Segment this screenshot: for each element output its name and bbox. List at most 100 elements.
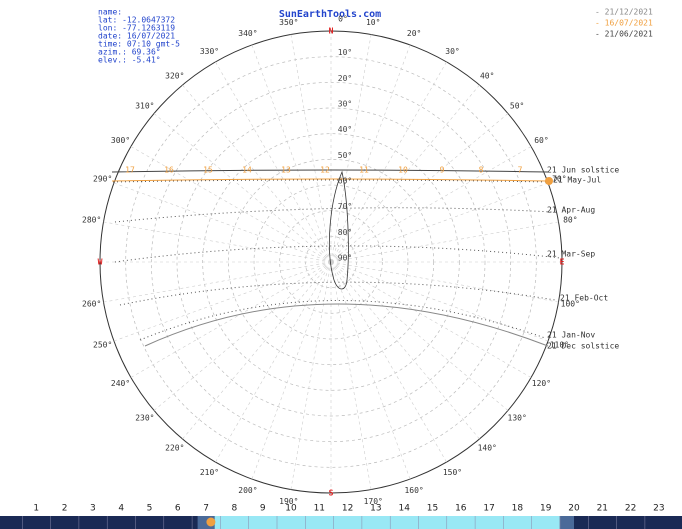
azimuth-label: 40° (480, 71, 494, 80)
azimuth-label: 230° (135, 414, 154, 423)
azimuth-label: 220° (165, 444, 184, 453)
info-line: name: (98, 8, 122, 17)
azimuth-label: 150° (443, 468, 462, 477)
azimuth-line (330, 221, 559, 263)
azimuth-line (330, 182, 549, 263)
azimuth-line (182, 84, 332, 263)
azimuth-label: 330° (200, 47, 219, 56)
azimuth-line (330, 261, 532, 378)
hour-number: 6 (175, 504, 181, 514)
elevation-ring (279, 210, 383, 314)
curve-label: 21 Jan-Nov (547, 331, 595, 340)
day-bar (214, 516, 560, 529)
hour-number: 18 (512, 504, 524, 514)
current-time (206, 517, 216, 527)
curve (139, 300, 546, 341)
hour-number: 17 (483, 504, 494, 514)
azimuth-line (182, 261, 332, 440)
azimuth-label: 130° (508, 414, 527, 423)
hour-label: 14 (242, 166, 252, 175)
azimuth-line (153, 261, 332, 411)
azimuth-label: 250° (93, 341, 112, 350)
azimuth-label: 110° (550, 341, 569, 350)
hour-label: 7 (518, 166, 523, 175)
azimuth-line (330, 261, 549, 342)
azimuth-line (130, 146, 332, 263)
azimuth-label: 20° (407, 29, 421, 38)
azimuth-label: 100° (561, 300, 580, 309)
azimuth-line (215, 261, 332, 463)
azimuth-label: 350° (279, 18, 298, 27)
hour-number: 14 (398, 504, 410, 514)
hour-label: 17 (125, 166, 135, 175)
info-line: azim.: 69.36° (98, 48, 161, 57)
azimuth-label: 0° (338, 15, 348, 24)
curve-label: 21 Jun solstice (547, 166, 619, 175)
azimuth-line (330, 261, 509, 411)
azimuth-label: 50° (510, 101, 524, 110)
azimuth-line (330, 61, 447, 263)
hour-number: 12 (342, 504, 353, 514)
azimuth-label: 160° (404, 486, 423, 495)
elevation-label: 60° (338, 177, 352, 186)
info-line: time: 07:10 gmt-5 (98, 40, 180, 49)
hour-label: 12 (320, 166, 330, 175)
curve (114, 207, 553, 223)
hour-number: 1 (33, 504, 39, 514)
title: SunEarthTools.com (279, 9, 381, 20)
hour-number: 4 (118, 504, 124, 514)
azimuth-label: 140° (478, 444, 497, 453)
hour-number: 22 (625, 504, 636, 514)
cardinal-label: E (560, 258, 565, 267)
azimuth-label: 10° (366, 18, 380, 27)
hour-label: 15 (203, 166, 213, 175)
elevation-ring (253, 184, 409, 340)
azimuth-label: 210° (200, 468, 219, 477)
hour-number: 2 (62, 504, 68, 514)
hour-number: 19 (540, 504, 552, 514)
hour-label: 11 (359, 166, 369, 175)
azimuth-line (330, 146, 532, 263)
azimuth-line (251, 261, 332, 480)
curve-label: 21 Dec solstice (547, 342, 619, 351)
azimuth-label: 200° (238, 486, 257, 495)
curve (111, 169, 549, 173)
azimuth-label: 70° (552, 174, 566, 183)
azimuth-label: 340° (238, 29, 257, 38)
azimuth-line (153, 113, 332, 263)
info-line: lon: -77.1263119 (98, 24, 175, 33)
elevation-ring (150, 81, 512, 443)
cardinal-label: N (329, 27, 334, 36)
elevation-ring (176, 107, 486, 417)
elevation-label: 50° (338, 151, 352, 160)
legend-entry: - 21/06/2021 (595, 30, 653, 39)
azimuth-line (330, 261, 411, 480)
hour-number: 23 (653, 504, 664, 514)
hour-label: 16 (164, 166, 174, 175)
curve (119, 281, 556, 306)
hour-label: 9 (440, 166, 445, 175)
azimuth-label: 310° (135, 101, 154, 110)
info-line: elev.: -5.41° (98, 56, 161, 65)
legend-entry: - 21/12/2021 (595, 8, 653, 17)
elevation-label: 80° (338, 228, 352, 237)
hour-number: 13 (370, 504, 381, 514)
azimuth-label: 320° (165, 71, 184, 80)
cardinal-label: W (98, 258, 103, 267)
hour-number: 5 (147, 504, 153, 514)
azimuth-line (113, 261, 332, 342)
azimuth-label: 60° (534, 136, 548, 145)
elevation-label: 30° (338, 100, 352, 109)
curve-label: 21 Feb-Oct (560, 294, 608, 303)
sun-paths (111, 169, 561, 347)
azimuth-line (330, 261, 447, 463)
azimuth-label: 260° (82, 300, 101, 309)
hour-label: 13 (281, 166, 291, 175)
hour-number: 7 (203, 504, 209, 514)
azimuth-label: 30° (445, 47, 459, 56)
elevation-label: 20° (338, 74, 352, 83)
legend-entry: - 16/07/2021 (595, 19, 653, 28)
info-line: lat: -12.0647372 (98, 16, 175, 25)
azimuth-label: 120° (532, 379, 551, 388)
azimuth-line (330, 113, 509, 263)
